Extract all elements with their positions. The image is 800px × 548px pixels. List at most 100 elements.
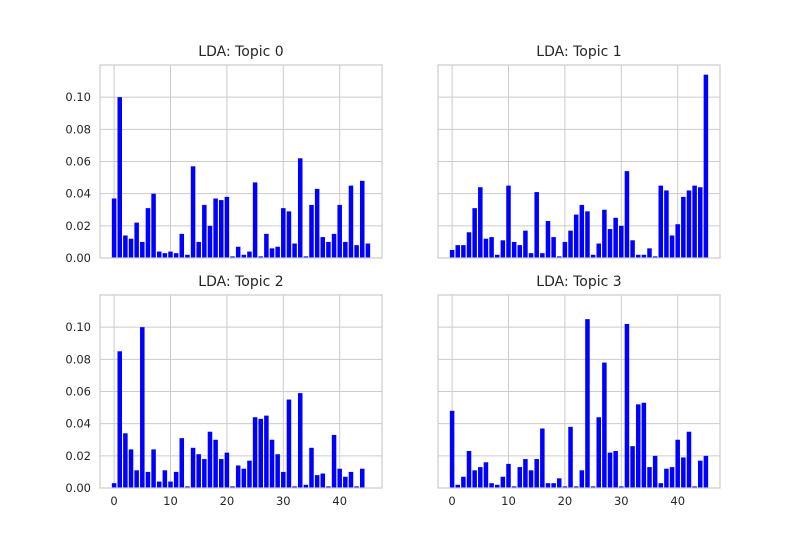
bar-24	[247, 460, 252, 488]
bar-11	[511, 486, 517, 488]
bar-31	[286, 399, 292, 488]
bar-20	[562, 241, 568, 258]
bar-15	[196, 241, 201, 258]
bar-9	[500, 240, 506, 258]
bar-8	[494, 484, 500, 488]
bar-20	[224, 452, 230, 488]
bar-11	[511, 241, 517, 258]
bar-10	[506, 463, 511, 488]
bar-2	[461, 245, 466, 258]
bar-44	[698, 460, 703, 488]
bar-40	[675, 439, 680, 488]
bar-18	[213, 439, 218, 488]
bar-10	[168, 251, 173, 258]
bar-27	[602, 362, 607, 488]
bar-6	[483, 238, 489, 258]
bar-36	[314, 475, 320, 488]
bar-31	[624, 171, 630, 258]
bar-34	[641, 402, 647, 488]
bar-19	[219, 459, 224, 488]
bar-8	[156, 251, 162, 258]
bar-30	[619, 225, 624, 258]
bar-4	[472, 208, 477, 258]
bar-6	[145, 471, 151, 488]
bar-1	[455, 484, 460, 488]
bar-26	[596, 417, 601, 488]
x-tick-label: 0	[110, 494, 117, 508]
bar-34	[303, 256, 309, 258]
bar-42	[686, 190, 692, 258]
bar-19	[557, 256, 562, 258]
bar-31	[286, 211, 292, 258]
axes-frame	[99, 64, 383, 259]
bar-5	[140, 241, 145, 258]
bar-18	[551, 237, 556, 258]
bar-29	[613, 451, 618, 488]
y-tick-label: 0.04	[65, 187, 91, 201]
y-tick-label: 0.08	[65, 122, 91, 136]
subplot-title-topic-3: LDA: Topic 3	[536, 274, 621, 290]
bar-42	[348, 185, 354, 258]
bar-13	[523, 459, 528, 488]
bar-26	[596, 243, 601, 258]
bar-22	[573, 486, 579, 488]
bar-43	[354, 486, 359, 488]
bar-43	[692, 486, 697, 488]
bar-37	[658, 483, 664, 488]
bar-28	[607, 452, 613, 488]
bar-43	[692, 185, 697, 258]
bar-36	[652, 455, 658, 488]
bar-28	[269, 248, 275, 258]
bar-38	[326, 241, 331, 258]
bar-25	[252, 182, 258, 258]
bar-7	[489, 237, 494, 258]
bar-44	[360, 468, 365, 488]
bar-25	[590, 486, 596, 488]
bar-13	[523, 230, 528, 258]
x-tick-label: 40	[332, 494, 347, 508]
bar-27	[264, 233, 269, 258]
bar-4	[134, 222, 139, 258]
bar-32	[630, 240, 635, 258]
bar-29	[275, 454, 280, 488]
bar-39	[669, 235, 675, 258]
bar-3	[128, 238, 134, 258]
bar-8	[156, 481, 162, 488]
bar-23	[579, 470, 585, 488]
bar-13	[185, 486, 190, 488]
bar-7	[151, 193, 156, 258]
bar-5	[478, 187, 483, 258]
bar-44	[698, 187, 703, 258]
bar-20	[224, 196, 230, 258]
bar-39	[669, 467, 675, 488]
bar-23	[241, 254, 247, 258]
bar-38	[664, 190, 669, 258]
y-tick-label: 0.06	[65, 155, 91, 169]
x-tick-label: 40	[670, 494, 685, 508]
bar-21	[230, 486, 235, 488]
bar-25	[252, 417, 258, 488]
bar-43	[354, 245, 359, 258]
bar-2	[123, 433, 128, 488]
y-tick-label: 0.00	[65, 481, 91, 495]
bar-21	[230, 256, 235, 258]
bar-6	[483, 462, 489, 488]
bar-19	[219, 200, 224, 258]
bar-17	[207, 431, 213, 488]
bar-39	[331, 233, 337, 258]
bar-28	[607, 229, 613, 258]
bar-36	[652, 256, 658, 258]
subplot-topic-1: LDA: Topic 1	[437, 44, 721, 259]
bar-21	[568, 230, 573, 258]
bar-19	[557, 478, 562, 488]
bar-17	[545, 483, 551, 488]
subplot-title-topic-0: LDA: Topic 0	[198, 44, 283, 60]
bar-2	[123, 235, 128, 258]
bar-30	[281, 208, 286, 258]
bar-16	[202, 204, 207, 258]
x-tick-label: 30	[614, 494, 629, 508]
bar-37	[658, 185, 664, 258]
bar-18	[213, 198, 218, 258]
subplot-topic-3: LDA: Topic 3 0 10 20 30 40	[437, 274, 721, 508]
y-tick-label: 0.06	[65, 385, 91, 399]
